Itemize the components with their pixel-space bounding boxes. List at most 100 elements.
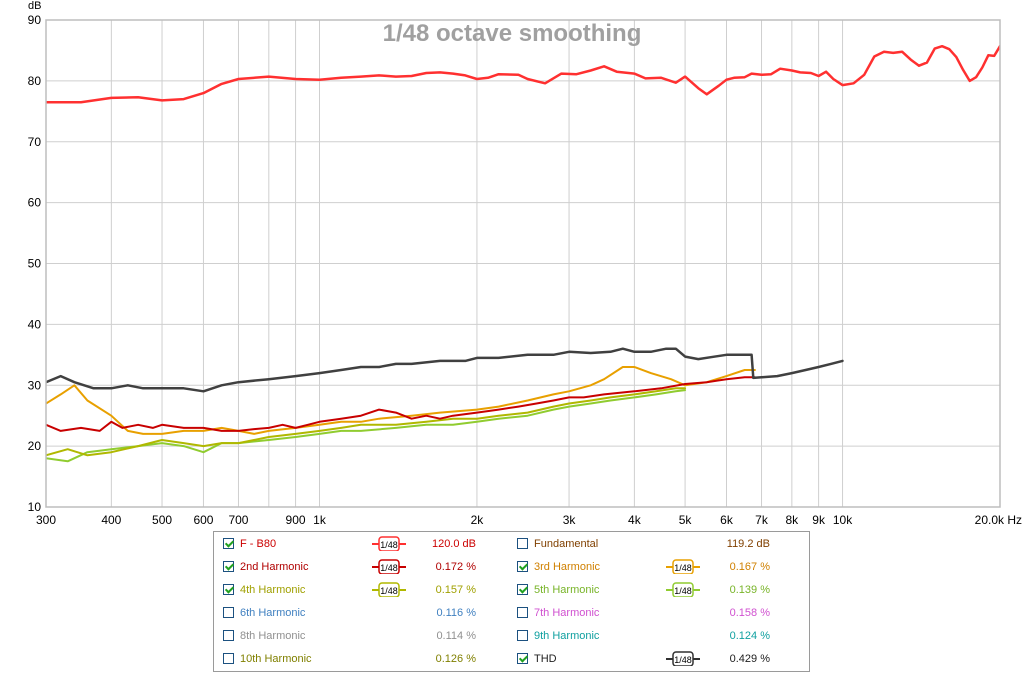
legend-checkbox[interactable] [517, 584, 528, 595]
legend-checkbox[interactable] [223, 584, 234, 595]
y-tick-label: 90 [28, 13, 42, 27]
series-line-thd [46, 347, 844, 393]
y-tick-label: 50 [28, 257, 42, 271]
series-line-5th-harmonic [46, 389, 687, 463]
legend-item-6th-harmonic: 6th Harmonic 0.116 % [223, 604, 513, 624]
series-line-f-b80 [46, 44, 1000, 104]
y-tick-label: 70 [28, 135, 42, 149]
legend-label: 9th Harmonic [534, 630, 600, 642]
legend-checkbox[interactable] [223, 538, 234, 549]
x-tick-label: 20.0k Hz [975, 513, 1022, 527]
legend-value: 0.114 % [436, 630, 476, 642]
smoothing-icon[interactable]: 1/48 [666, 558, 700, 574]
legend-item-5th-harmonic: 5th Harmonic 1/48 0.139 % [517, 581, 807, 601]
y-tick-label: 60 [28, 196, 42, 210]
x-axis-labels: 300 400 500 600 700 900 1k 2k 3k 4k 5k 6k 7k 8k 9k 10k 2… [36, 513, 1022, 527]
legend-value: 0.139 % [729, 584, 770, 596]
legend-value: 0.157 % [435, 584, 476, 596]
series-group [46, 44, 1000, 463]
legend-value: 0.158 % [729, 607, 770, 619]
svg-text:1/48: 1/48 [380, 563, 398, 573]
y-tick-label: 40 [28, 317, 42, 331]
series-line-2nd-harmonic [46, 376, 756, 432]
legend-value: 0.124 % [729, 630, 770, 642]
x-tick-label: 4k [628, 513, 642, 527]
x-tick-label: 6k [720, 513, 734, 527]
legend-item-3rd-harmonic: 3rd Harmonic 1/48 0.167 % [517, 558, 807, 578]
legend-item-fundamental: Fundamental 119.2 dB [517, 535, 807, 555]
y-tick-label: 10 [28, 500, 42, 514]
svg-text:1/48: 1/48 [674, 655, 692, 665]
svg-text:1/48: 1/48 [674, 586, 692, 596]
y-tick-label: 20 [28, 439, 42, 453]
y-axis-labels: 10 20 30 40 50 60 70 80 90 [28, 13, 42, 514]
legend-label: THD [534, 653, 557, 665]
legend-label: 5th Harmonic [534, 584, 600, 596]
chart-title: 1/48 octave smoothing [383, 20, 642, 47]
y-unit-label: dB [28, 0, 41, 12]
legend-item-2nd-harmonic: 2nd Harmonic 1/48 0.172 % [223, 558, 513, 578]
legend-checkbox[interactable] [517, 538, 528, 549]
frequency-response-chart: 10 20 30 40 50 60 70 80 90 300 400 500 600 700 900 1k 2… [28, 0, 1022, 527]
x-tick-label: 9k [812, 513, 826, 527]
legend-checkbox[interactable] [223, 630, 234, 641]
svg-text:1/48: 1/48 [380, 540, 398, 550]
legend-checkbox[interactable] [223, 607, 234, 618]
legend-item-f-b80: F - B80 1/48 120.0 dB [223, 535, 513, 555]
plot-border [45, 19, 1001, 508]
x-tick-label: 600 [193, 513, 213, 527]
legend-value: 119.2 dB [726, 538, 770, 550]
series-line-3rd-harmonic [46, 366, 756, 435]
legend-panel: F - B80 1/48 120.0 dB Fundamental 119.2 dB 2n… [213, 531, 810, 672]
smoothing-icon[interactable]: 1/48 [666, 650, 700, 666]
legend-value: 0.126 % [435, 653, 476, 665]
legend-item-thd: THD 1/48 0.429 % [517, 650, 807, 670]
x-tick-label: 400 [101, 513, 121, 527]
legend-label: 6th Harmonic [240, 607, 306, 619]
x-tick-label: 2k [471, 513, 485, 527]
y-tick-label: 80 [28, 74, 42, 88]
y-tick-label: 30 [28, 378, 42, 392]
svg-text:1/48: 1/48 [380, 586, 398, 596]
legend-value: 0.429 % [729, 653, 770, 665]
legend-item-4th-harmonic: 4th Harmonic 1/48 0.157 % [223, 581, 513, 601]
x-tick-label: 1k [313, 513, 327, 527]
x-tick-label: 5k [679, 513, 693, 527]
x-tick-label: 7k [755, 513, 769, 527]
legend-checkbox[interactable] [517, 561, 528, 572]
legend-item-7th-harmonic: 7th Harmonic 0.158 % [517, 604, 807, 624]
legend-checkbox[interactable] [517, 607, 528, 618]
legend-item-10th-harmonic: 10th Harmonic 0.126 % [223, 650, 513, 670]
legend-value: 120.0 dB [431, 538, 476, 550]
smoothing-icon[interactable]: 1/48 [372, 581, 406, 597]
legend-checkbox[interactable] [223, 561, 234, 572]
legend-label: 3rd Harmonic [534, 561, 601, 573]
legend-label: 2nd Harmonic [240, 561, 309, 573]
smoothing-icon[interactable]: 1/48 [666, 581, 700, 597]
legend-label: 4th Harmonic [240, 584, 306, 596]
legend-checkbox[interactable] [517, 653, 528, 664]
legend-label: 10th Harmonic [240, 653, 312, 665]
svg-text:1/48: 1/48 [674, 563, 692, 573]
legend-value: 0.116 % [436, 607, 476, 619]
legend-label: 8th Harmonic [240, 630, 306, 642]
legend-label: Fundamental [534, 538, 599, 550]
legend-checkbox[interactable] [517, 630, 528, 641]
legend-value: 0.167 % [729, 561, 770, 573]
legend-item-9th-harmonic: 9th Harmonic 0.124 % [517, 627, 807, 647]
x-tick-label: 900 [286, 513, 306, 527]
legend-label: F - B80 [240, 538, 277, 550]
legend-checkbox[interactable] [223, 653, 234, 664]
legend-item-8th-harmonic: 8th Harmonic 0.114 % [223, 627, 513, 647]
series-line-4th-harmonic [46, 387, 687, 457]
smoothing-icon[interactable]: 1/48 [372, 535, 406, 551]
x-tick-label: 8k [786, 513, 800, 527]
x-tick-label: 500 [152, 513, 172, 527]
x-tick-label: 700 [228, 513, 248, 527]
smoothing-icon[interactable]: 1/48 [372, 558, 406, 574]
x-tick-label: 3k [563, 513, 577, 527]
legend-label: 7th Harmonic [534, 607, 600, 619]
legend-value: 0.172 % [435, 561, 476, 573]
x-tick-label: 10k [833, 513, 853, 527]
x-tick-label: 300 [36, 513, 56, 527]
